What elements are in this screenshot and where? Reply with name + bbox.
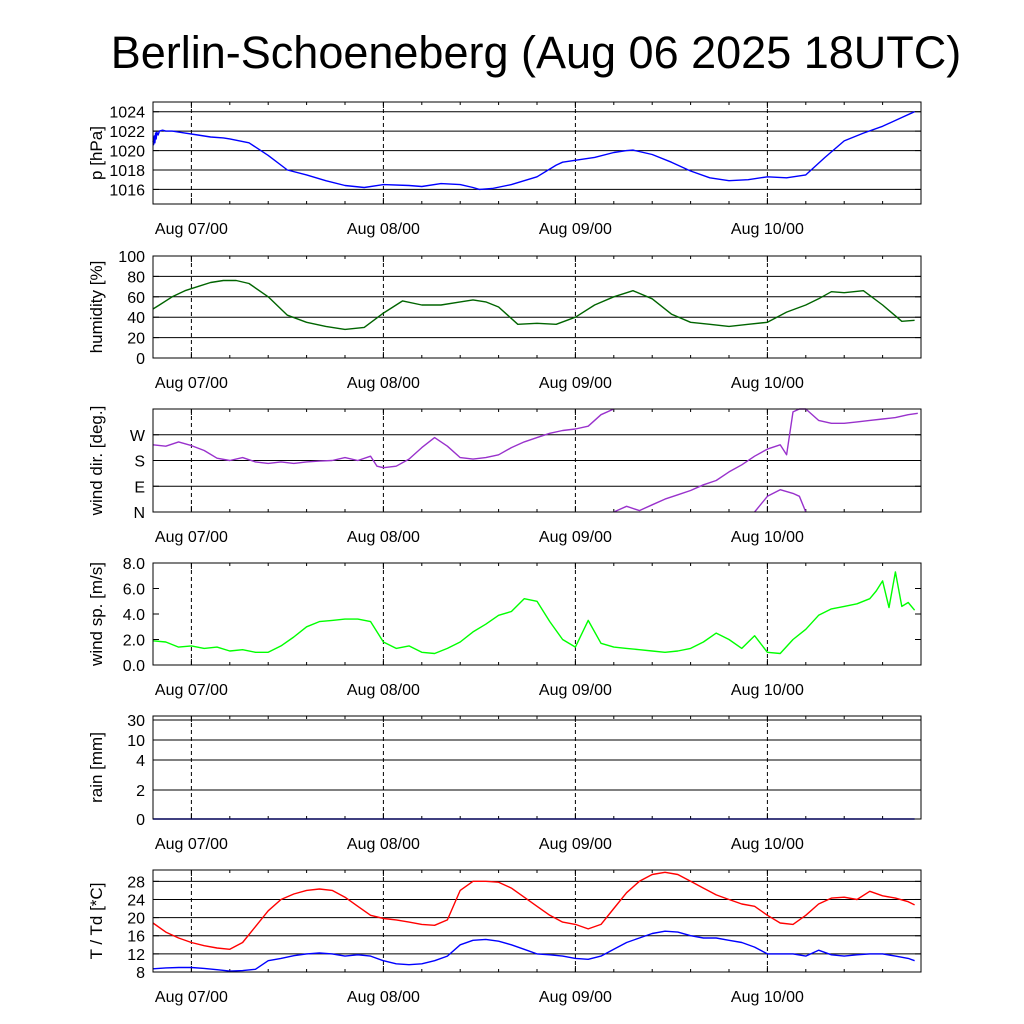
y-tick-label: 1020 (109, 144, 145, 161)
humidity-panel: 0 20 40 60 80 100 humidity [%] Aug 07/00 Aug 08/… (87, 249, 922, 392)
y-tick-label: 6.0 (123, 582, 145, 599)
y-tick-label: 4 (136, 753, 145, 770)
y-tick-label: 2.0 (123, 633, 145, 650)
rain-frame (152, 715, 922, 820)
wind-speed-panel: 0.0 2.0 4.0 6.0 8.0 wind sp. [m/s] Aug 07/00 Au… (87, 556, 922, 699)
pressure-axis-label: p [hPa] (87, 126, 106, 180)
x-tick-label: Aug 10/00 (731, 989, 804, 1006)
x-tick-label: Aug 09/00 (539, 529, 612, 546)
rain-axis-label: rain [mm] (87, 732, 106, 803)
x-tick-label: Aug 07/00 (155, 682, 228, 699)
humidity-series-line (152, 279, 915, 331)
x-tick-label: Aug 09/00 (539, 221, 612, 238)
y-tick-label: 0.0 (123, 658, 145, 675)
x-tick-label: Aug 07/00 (155, 989, 228, 1006)
y-tick-label: 100 (118, 249, 145, 266)
x-tick-label: Aug 08/00 (347, 836, 420, 853)
wind-direction-series-line (754, 489, 807, 513)
y-tick-label: 1022 (109, 124, 145, 141)
pressure-series-line (152, 111, 915, 191)
temperature-series-line (152, 871, 915, 950)
wind-speed-series-line (152, 571, 916, 655)
wind-direction-series-line (613, 408, 918, 513)
y-tick-label: 16 (127, 929, 145, 946)
y-tick-label: 8 (136, 965, 145, 982)
x-tick-label: Aug 09/00 (539, 989, 612, 1006)
chart-title: Berlin-Schoeneberg (Aug 06 2025 18UTC) (111, 27, 962, 78)
y-tick-label: 2 (136, 783, 145, 800)
y-tick-label: W (130, 428, 146, 445)
x-tick-label: Aug 07/00 (155, 375, 228, 392)
y-tick-label: 0 (136, 351, 145, 368)
wind-direction-frame (152, 408, 922, 513)
humidity-axis-label: humidity [%] (87, 261, 106, 354)
y-tick-label: S (134, 454, 145, 471)
x-tick-label: Aug 10/00 (731, 836, 804, 853)
x-tick-label: Aug 09/00 (539, 836, 612, 853)
y-tick-label: 4.0 (123, 607, 145, 624)
y-tick-label: 1024 (109, 105, 145, 122)
x-tick-label: Aug 10/00 (731, 529, 804, 546)
y-tick-label: 40 (127, 310, 145, 327)
y-tick-label: 24 (127, 892, 145, 909)
rain-panel: 0 2 4 10 30 rain [mm] Aug 07/00 Aug 08/00 Aug 09… (87, 713, 922, 853)
x-tick-label: Aug 10/00 (731, 221, 804, 238)
temperature-frame (152, 869, 922, 973)
temperature-axis-label: T / Td [*C] (87, 883, 106, 960)
humidity-frame (152, 255, 922, 359)
pressure-frame (152, 101, 922, 205)
x-tick-label: Aug 09/00 (539, 375, 612, 392)
y-tick-label: 8.0 (123, 556, 145, 573)
y-tick-label: 20 (127, 911, 145, 928)
y-tick-label: N (133, 505, 145, 522)
y-tick-label: 28 (127, 874, 145, 891)
x-tick-label: Aug 08/00 (347, 682, 420, 699)
x-tick-label: Aug 10/00 (731, 682, 804, 699)
y-tick-label: 30 (127, 713, 145, 730)
x-tick-label: Aug 07/00 (155, 529, 228, 546)
y-tick-label: 10 (127, 733, 145, 750)
wind-speed-frame (152, 562, 922, 666)
wind-speed-axis-label: wind sp. [m/s] (87, 562, 106, 667)
y-tick-label: 1016 (109, 182, 145, 199)
x-tick-label: Aug 08/00 (347, 529, 420, 546)
y-tick-label: 12 (127, 947, 145, 964)
x-tick-label: Aug 07/00 (155, 836, 228, 853)
y-tick-label: 0 (136, 812, 145, 829)
y-tick-label: 80 (127, 269, 145, 286)
x-tick-label: Aug 09/00 (539, 682, 612, 699)
x-tick-label: Aug 07/00 (155, 221, 228, 238)
x-tick-label: Aug 08/00 (347, 375, 420, 392)
y-tick-label: E (134, 479, 145, 496)
y-tick-label: 1018 (109, 163, 145, 180)
y-tick-label: 60 (127, 290, 145, 307)
temperature-series-line (152, 930, 915, 972)
x-tick-label: Aug 08/00 (347, 989, 420, 1006)
y-tick-label: 20 (127, 331, 145, 348)
wind-direction-axis-label: wind dir. [deg.] (87, 406, 106, 517)
x-tick-label: Aug 10/00 (731, 375, 804, 392)
wind-direction-series-line (152, 408, 615, 469)
x-tick-label: Aug 08/00 (347, 221, 420, 238)
